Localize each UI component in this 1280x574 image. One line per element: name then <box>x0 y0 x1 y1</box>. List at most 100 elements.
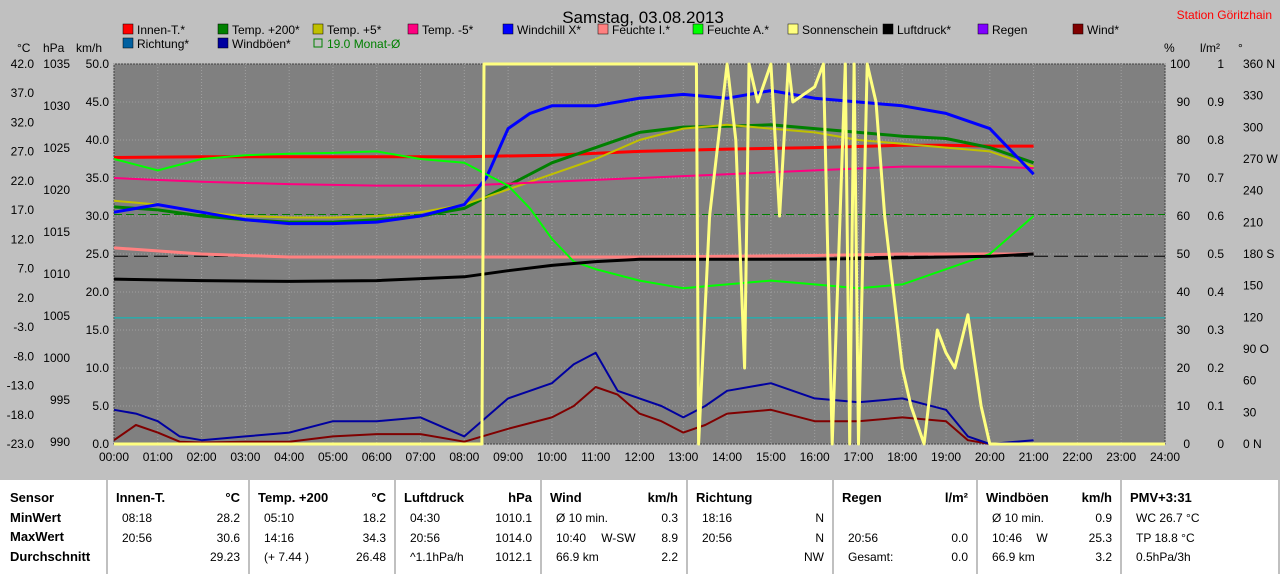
stats-row: 14:16 34.3 <box>258 531 386 549</box>
axis-header-kmh: km/h <box>76 41 102 55</box>
legend-swatch <box>217 23 229 35</box>
stats-cell: 8.9 <box>661 530 678 545</box>
stats-cell: 34.3 <box>362 530 386 545</box>
stats-row: 05:10 18.2 <box>258 511 386 529</box>
tick-label-hpa: 1015 <box>43 225 70 239</box>
stats-cell: 20:56 <box>848 530 879 545</box>
stats-cell: 0.0 <box>951 530 968 545</box>
tick-label-pct: 30 <box>1177 323 1191 337</box>
tick-label-lm2: 0 <box>1217 437 1224 451</box>
tick-label-kmh: 0.0 <box>92 437 109 451</box>
tick-label-pct: 80 <box>1177 133 1191 147</box>
legend-swatch <box>977 23 989 35</box>
stats-cell: 3.2 <box>1095 550 1112 564</box>
tick-label-c: 17.0 <box>11 203 35 217</box>
stats-row: 66.9 km 2.2 <box>550 550 678 568</box>
tick-label-pct: 60 <box>1177 209 1191 223</box>
tick-label-x: 24:00 <box>1150 450 1180 464</box>
tick-label-kmh: 15.0 <box>86 323 110 337</box>
tick-label-deg: 90 O <box>1243 342 1269 356</box>
panel-unit: °C <box>371 490 386 505</box>
tick-label-deg: 210 <box>1243 215 1263 229</box>
tick-label-deg: 360 N <box>1243 57 1275 71</box>
stats-row: 0.5hPa/3h <box>1130 550 1270 568</box>
tick-label-pct: 70 <box>1177 171 1191 185</box>
tick-label-c: -18.0 <box>7 408 35 422</box>
stats-row <box>842 511 968 529</box>
tick-label-lm2: 0.1 <box>1207 399 1224 413</box>
tick-label-pct: 0 <box>1183 437 1190 451</box>
panel-header: Innen-T. °C <box>116 490 240 506</box>
stats-row: Ø 10 min. 0.9 <box>986 511 1112 529</box>
stats-cell: 1010.1 <box>495 511 532 525</box>
tick-label-deg: 30 <box>1243 405 1257 419</box>
tick-label-c: 27.0 <box>11 145 35 159</box>
axis-header-hpa: hPa <box>43 41 65 55</box>
panel-unit: km/h <box>1081 490 1112 505</box>
stats-row: 66.9 km 3.2 <box>986 550 1112 568</box>
stats-cell: 30.6 <box>216 530 240 545</box>
stats-table: Sensor MinWert MaxWert Durchschnitt Innen-T.… <box>0 480 1280 574</box>
panel-title: PMV+3:31 <box>1130 490 1192 505</box>
legend-label: Regen <box>992 23 1027 37</box>
stats-row: NW <box>696 550 824 568</box>
tick-label-hpa: 990 <box>50 435 70 449</box>
tick-label-x: 06:00 <box>362 450 392 464</box>
tick-label-x: 03:00 <box>230 450 260 464</box>
tick-label-x: 23:00 <box>1106 450 1136 464</box>
tick-label-kmh: 35.0 <box>86 171 110 185</box>
stats-cell: W-SW <box>601 530 636 545</box>
stats-cell: 08:18 <box>122 511 153 525</box>
tick-label-x: 10:00 <box>537 450 567 464</box>
tick-label-lm2: 0.5 <box>1207 247 1224 261</box>
panel-unit: hPa <box>508 490 532 505</box>
panel-header: Temp. +200 °C <box>258 490 386 506</box>
tick-label-x: 01:00 <box>143 450 173 464</box>
legend-swatch <box>407 23 419 35</box>
series-line <box>113 351 1034 445</box>
row-labels-panel: Sensor MinWert MaxWert Durchschnitt <box>0 480 108 574</box>
legend-swatch <box>122 23 134 35</box>
tick-label-kmh: 45.0 <box>86 95 110 109</box>
legend-label: Innen-T.* <box>137 23 185 37</box>
tick-label-pct: 100 <box>1170 57 1190 71</box>
stats-row: TP 18.8 °C <box>1130 531 1270 549</box>
stats-cell: 0.0 <box>951 550 968 564</box>
panel-title: Regen <box>842 490 882 505</box>
stats-cell: 25.3 <box>1088 530 1112 545</box>
stats-cell: ^1.1hPa/h <box>410 550 464 564</box>
stats-cell: 0.3 <box>661 511 678 525</box>
panel-unit: l/m² <box>944 490 968 505</box>
series-line <box>114 62 1165 446</box>
axes: 42.0 37.0 32.0 27.0 22.0 17.0 12.0 7.0 2.0 -3.0 -8… <box>7 57 1279 464</box>
stats-cell: Gesamt: <box>848 550 894 564</box>
tick-label-c: 12.0 <box>11 232 35 246</box>
panel-unit: °C <box>225 490 240 505</box>
tick-label-x: 19:00 <box>931 450 961 464</box>
stats-row: ^1.1hPa/h 1012.1 <box>404 550 532 568</box>
tick-label-x: 14:00 <box>712 450 742 464</box>
panel-title: Temp. +200 <box>258 490 329 505</box>
stats-cell: 66.9 km <box>992 550 1035 564</box>
stats-cell: NW <box>804 550 824 564</box>
row-label: MaxWert <box>10 529 64 544</box>
tick-label-kmh: 40.0 <box>86 133 110 147</box>
legend-label: 19.0 Monat-Ø <box>327 37 400 51</box>
chart-svg: Samstag, 03.08.2013 Station Göritzhain °… <box>6 8 1279 464</box>
tick-label-hpa: 1005 <box>43 309 70 323</box>
tick-label-deg: 150 <box>1243 279 1263 293</box>
tick-label-x: 09:00 <box>493 450 523 464</box>
tick-label-deg: 270 W <box>1243 152 1278 166</box>
panel-title: Wind <box>550 490 582 505</box>
legend-swatch <box>597 23 609 35</box>
axis-header-deg: ° <box>1238 41 1243 55</box>
series-line <box>113 246 1034 259</box>
series-line <box>113 143 1034 159</box>
tick-label-x: 22:00 <box>1062 450 1092 464</box>
stats-panel: Temp. +200 °C 05:10 18.2 14:16 34.3 (+ 7.44 ) 2… <box>250 480 396 574</box>
panel-header: Windböen km/h <box>986 490 1112 506</box>
tick-label-x: 20:00 <box>975 450 1005 464</box>
panel-header: Regen l/m² <box>842 490 968 506</box>
tick-label-deg: 60 <box>1243 374 1257 388</box>
stats-cell: 20:56 <box>122 530 153 545</box>
